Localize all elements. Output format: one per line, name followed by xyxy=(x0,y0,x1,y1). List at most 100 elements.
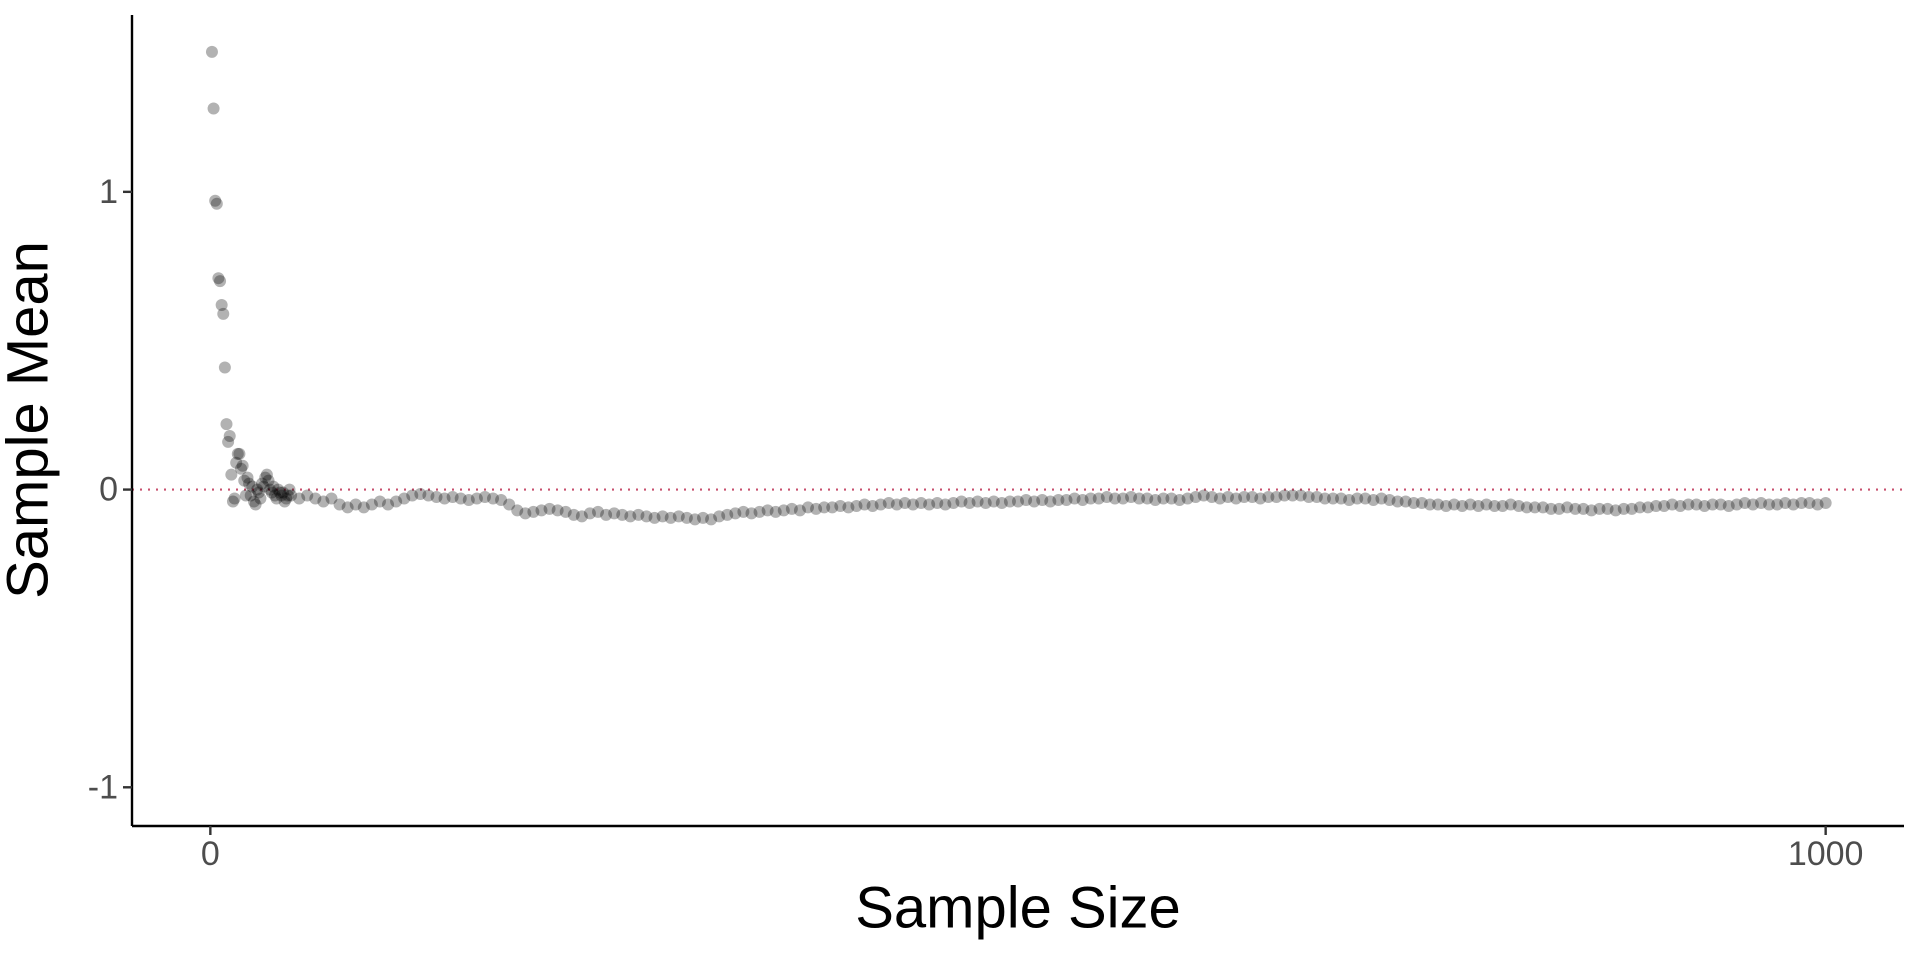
point xyxy=(264,483,277,496)
point xyxy=(1512,499,1525,512)
point xyxy=(470,492,483,505)
point xyxy=(971,495,984,508)
point xyxy=(225,468,238,481)
point xyxy=(246,480,259,493)
point xyxy=(210,197,223,210)
point xyxy=(503,498,516,511)
point xyxy=(963,496,976,509)
point xyxy=(1682,498,1695,511)
point xyxy=(230,456,243,469)
point xyxy=(834,499,847,512)
point xyxy=(1028,495,1041,508)
point xyxy=(1520,501,1533,514)
point xyxy=(1238,491,1251,504)
point xyxy=(1650,499,1663,512)
point xyxy=(1536,501,1549,514)
point xyxy=(1157,492,1170,505)
point xyxy=(270,492,283,505)
point xyxy=(217,307,230,320)
point xyxy=(1625,502,1638,515)
point xyxy=(705,513,718,526)
point xyxy=(273,486,286,499)
point xyxy=(1020,493,1033,506)
point xyxy=(280,492,293,505)
point xyxy=(624,510,637,523)
point xyxy=(1391,495,1404,508)
point xyxy=(1456,499,1469,512)
point xyxy=(1318,492,1331,505)
point xyxy=(987,495,1000,508)
point xyxy=(1666,498,1679,511)
point xyxy=(256,477,269,490)
point xyxy=(247,495,260,508)
point xyxy=(737,505,750,518)
point xyxy=(1464,498,1477,511)
point xyxy=(1561,501,1574,514)
point xyxy=(233,447,246,460)
point xyxy=(215,298,228,311)
point xyxy=(1633,501,1646,514)
point xyxy=(1036,493,1049,506)
point xyxy=(656,510,669,523)
point xyxy=(222,435,235,448)
point xyxy=(218,361,231,374)
point xyxy=(357,501,370,514)
point xyxy=(769,505,782,518)
point xyxy=(680,511,693,524)
point xyxy=(1480,498,1493,511)
point xyxy=(462,493,475,506)
point xyxy=(414,488,427,501)
point xyxy=(1044,495,1057,508)
point xyxy=(1448,498,1461,511)
point xyxy=(1060,493,1073,506)
point xyxy=(262,474,275,487)
point xyxy=(1585,504,1598,517)
point xyxy=(406,489,419,502)
point xyxy=(349,498,362,511)
point xyxy=(422,489,435,502)
point xyxy=(1383,493,1396,506)
point xyxy=(1698,499,1711,512)
point xyxy=(231,447,244,460)
point xyxy=(640,510,653,523)
point xyxy=(1230,492,1243,505)
point xyxy=(281,489,294,502)
point xyxy=(390,495,403,508)
point xyxy=(1601,502,1614,515)
point xyxy=(207,102,220,115)
point xyxy=(1125,491,1138,504)
point xyxy=(1399,495,1412,508)
point xyxy=(818,501,831,514)
point xyxy=(267,480,280,493)
point xyxy=(1189,491,1202,504)
point xyxy=(1294,489,1307,502)
point xyxy=(1415,496,1428,509)
point xyxy=(1779,496,1792,509)
point xyxy=(251,483,264,496)
point xyxy=(430,491,443,504)
point xyxy=(874,498,887,511)
point xyxy=(1746,498,1759,511)
point xyxy=(858,498,871,511)
point xyxy=(1003,495,1016,508)
point xyxy=(341,501,354,514)
point xyxy=(947,496,960,509)
point xyxy=(1553,502,1566,515)
point xyxy=(209,194,222,207)
point xyxy=(1577,502,1590,515)
point xyxy=(567,508,580,521)
point xyxy=(223,429,236,442)
point xyxy=(890,498,903,511)
point xyxy=(252,486,265,499)
point xyxy=(1674,499,1687,512)
point xyxy=(205,45,218,58)
point xyxy=(382,498,395,511)
point xyxy=(1714,498,1727,511)
point xyxy=(753,505,766,518)
point xyxy=(527,505,540,518)
point xyxy=(1472,499,1485,512)
point xyxy=(721,508,734,521)
point xyxy=(1335,492,1348,505)
point xyxy=(882,496,895,509)
